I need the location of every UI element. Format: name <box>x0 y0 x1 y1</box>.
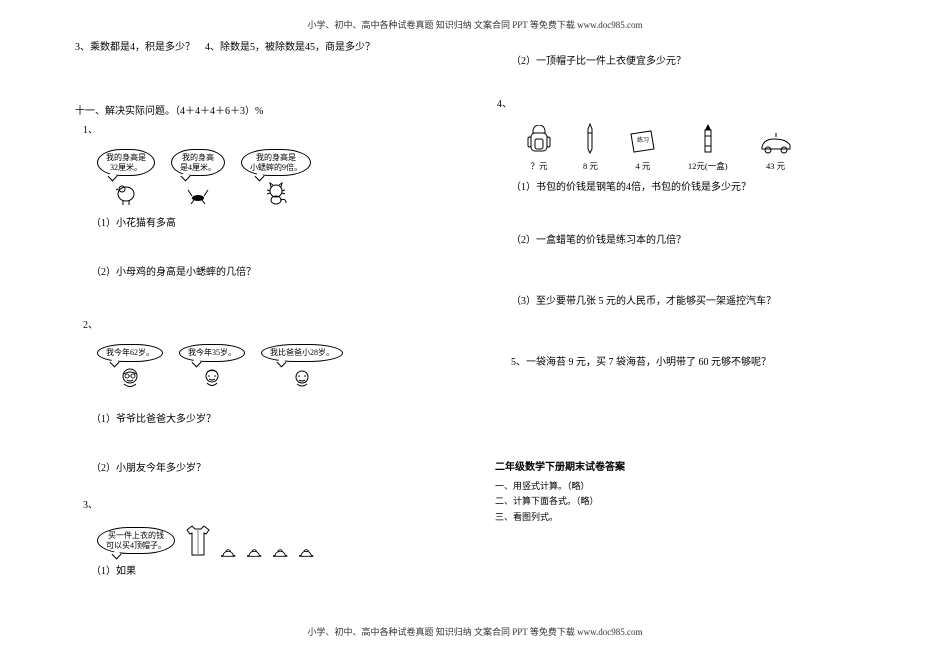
q2-sub1: （1）爷爷比爸爸大多少岁？ <box>91 410 455 425</box>
q3-sub1: （1）如果 <box>91 562 455 577</box>
bubble1-line2: 32厘米。 <box>110 163 142 172</box>
notebook-icon: 练习 <box>628 129 658 155</box>
speech-bubble-5: 我今年35岁。 <box>179 344 245 362</box>
q1-fig-cat: 我的身高是 小蟋蟀的9倍。 <box>241 149 311 206</box>
grandpa-icon <box>116 364 144 392</box>
notebook-label: 练习 <box>637 136 649 144</box>
ans-line-2: 二、计算下面各式。（略） <box>495 494 875 509</box>
bubble2-line2: 是4厘米。 <box>180 163 216 172</box>
q1-figure: 我的身高是 32厘米。 我的身高 是4厘米。 <box>97 149 455 206</box>
item-crayon: 12元(一盒) <box>688 123 728 172</box>
item-backpack: ？元 <box>525 125 553 172</box>
ans-line-1: 一、用竖式计算。（略） <box>495 479 875 494</box>
hat-icon <box>299 548 315 558</box>
question-3-4-line: 3、乘数都是4，积是多少？ 4、除数是5，被除数是45，商是多少？ <box>75 40 455 56</box>
header-text: 小学、初中、高中各种试卷真题 知识归纳 文案合同 PPT 等免费下载 www.d… <box>307 20 642 30</box>
bubble7-line2: 可以买4顶帽子。 <box>106 541 166 550</box>
page-content: 3、乘数都是4，积是多少？ 4、除数是5，被除数是45，商是多少？ 十一、解决实… <box>55 40 895 618</box>
cat-icon <box>262 178 290 206</box>
answers-title: 二年级数学下册期末试卷答案 <box>495 458 875 473</box>
speech-bubble-6: 我比爸爸小28岁。 <box>261 344 343 362</box>
q1-number: 1、 <box>83 123 455 139</box>
bubble7-line1: 买一件上衣的钱 <box>108 531 164 540</box>
q3-sub2: （2）一顶帽子比一件上衣便宜多少元？ <box>511 52 875 67</box>
q4-sub2: （2）一盒蜡笔的价钱是练习本的几倍？ <box>511 231 875 246</box>
dad-icon <box>198 364 226 392</box>
shirt-icon <box>185 524 211 558</box>
q1-fig-hen: 我的身高是 32厘米。 <box>97 149 155 206</box>
footer-text: 小学、初中、高中各种试卷真题 知识归纳 文案合同 PPT 等免费下载 www.d… <box>307 627 642 637</box>
q3-number: 3、 <box>83 498 455 514</box>
q2-sub2: （2）小朋友今年多少岁？ <box>91 459 455 474</box>
speech-bubble-3: 我的身高是 小蟋蟀的9倍。 <box>241 149 311 176</box>
q2-fig-dad: 我今年35岁。 <box>179 344 245 392</box>
bubble1-line1: 我的身高是 <box>106 153 146 162</box>
bubble4-text: 我今年62岁。 <box>106 348 154 357</box>
q4-sub1: （1）书包的价钱是钢笔的4倍，书包的价钱是多少元？ <box>511 178 875 193</box>
hat-icon <box>247 548 263 558</box>
bubble6-text: 我比爸爸小28岁。 <box>270 348 334 357</box>
left-column: 3、乘数都是4，积是多少？ 4、除数是5，被除数是45，商是多少？ 十一、解决实… <box>55 40 475 618</box>
q1-fig-cricket: 我的身高 是4厘米。 <box>171 149 225 206</box>
price-pen: 8 元 <box>583 160 598 172</box>
price-backpack: ？元 <box>530 160 547 172</box>
item-car: 43 元 <box>758 133 794 172</box>
q2-fig-child: 我比爸爸小28岁。 <box>261 344 343 392</box>
section-11-title: 十一、解决实际问题。（4＋4＋4＋6＋3）% <box>75 102 455 117</box>
q2-number: 2、 <box>83 318 455 334</box>
bubble3-line1: 我的身高是 <box>256 153 296 162</box>
price-car: 43 元 <box>766 160 785 172</box>
page-footer: 小学、初中、高中各种试卷真题 知识归纳 文案合同 PPT 等免费下载 www.d… <box>0 625 950 638</box>
hen-icon <box>112 178 140 206</box>
price-crayon: 12元(一盒) <box>688 160 728 172</box>
car-icon <box>758 133 794 155</box>
q5-text: 5、一袋海苔 9 元，买 7 袋海苔，小明带了 60 元够不够呢？ <box>511 353 875 368</box>
speech-bubble-1: 我的身高是 32厘米。 <box>97 149 155 176</box>
speech-bubble-2: 我的身高 是4厘米。 <box>171 149 225 176</box>
pen-icon <box>584 123 596 155</box>
speech-bubble-7: 买一件上衣的钱 可以买4顶帽子。 <box>97 527 175 554</box>
q1-sub1: （1）小花猫有多高 <box>91 214 455 229</box>
right-column: （2）一顶帽子比一件上衣便宜多少元？ 4、 ？元 8 元 <box>475 40 895 618</box>
item-notebook: 练习 4 元 <box>628 129 658 172</box>
bubble2-line1: 我的身高 <box>182 153 214 162</box>
bubble5-text: 我今年35岁。 <box>188 348 236 357</box>
q4-number: 4、 <box>497 97 875 113</box>
item-pen: 8 元 <box>583 123 598 172</box>
q4-sub3: （3）至少要带几张 5 元的人民币，才能够买一架遥控汽车？ <box>511 292 875 307</box>
crayon-icon <box>702 123 714 155</box>
bubble3-line2: 小蟋蟀的9倍。 <box>250 163 302 172</box>
q3-figure: 买一件上衣的钱 可以买4顶帽子。 <box>97 524 455 558</box>
answers-block: 二年级数学下册期末试卷答案 一、用竖式计算。（略） 二、计算下面各式。（略） 三… <box>495 392 875 525</box>
q1-sub2: （2）小母鸡的身高是小蟋蟀的几倍？ <box>91 263 455 278</box>
speech-bubble-4: 我今年62岁。 <box>97 344 163 362</box>
page-header: 小学、初中、高中各种试卷真题 知识归纳 文案合同 PPT 等免费下载 www.d… <box>0 18 950 31</box>
q4-items: ？元 8 元 练习 4 元 <box>525 123 875 172</box>
q2-fig-grandpa: 我今年62岁。 <box>97 344 163 392</box>
ans-line-3: 三、看图列式。 <box>495 510 875 525</box>
price-notebook: 4 元 <box>635 160 650 172</box>
hat-icon <box>273 548 289 558</box>
hat-icon <box>221 548 237 558</box>
backpack-icon <box>525 125 553 155</box>
q2-figure: 我今年62岁。 我今年35岁。 <box>97 344 455 392</box>
cricket-icon <box>184 178 212 206</box>
child-icon <box>288 364 316 392</box>
